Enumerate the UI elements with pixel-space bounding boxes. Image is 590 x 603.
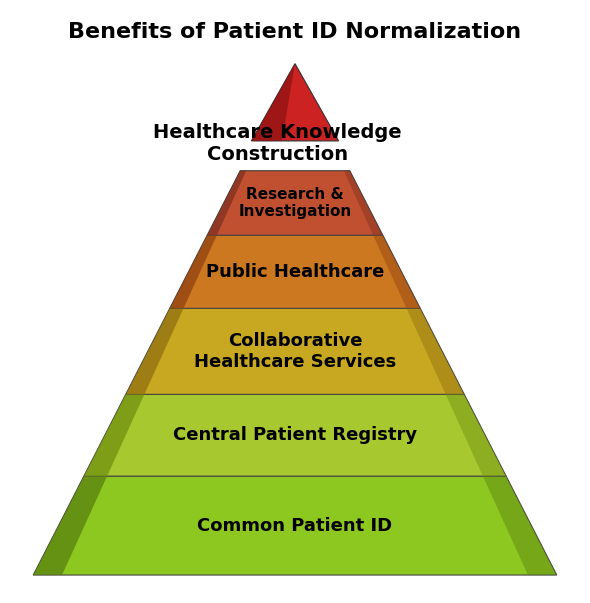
Polygon shape <box>207 171 246 235</box>
Polygon shape <box>170 235 420 308</box>
Polygon shape <box>84 394 506 476</box>
Polygon shape <box>483 476 557 575</box>
Polygon shape <box>84 394 145 476</box>
Polygon shape <box>373 235 420 308</box>
Text: Central Patient Registry: Central Patient Registry <box>173 426 417 444</box>
Polygon shape <box>207 171 383 235</box>
Polygon shape <box>445 394 506 476</box>
Text: Collaborative
Healthcare Services: Collaborative Healthcare Services <box>194 332 396 371</box>
Polygon shape <box>126 308 183 394</box>
Text: Common Patient ID: Common Patient ID <box>198 517 392 535</box>
Polygon shape <box>126 308 464 394</box>
Text: Healthcare Knowledge
Construction: Healthcare Knowledge Construction <box>153 124 402 165</box>
Polygon shape <box>344 171 383 235</box>
Polygon shape <box>170 235 217 308</box>
Polygon shape <box>251 64 339 141</box>
Text: Research &
Investigation: Research & Investigation <box>238 187 352 219</box>
Polygon shape <box>33 476 557 575</box>
Text: Benefits of Patient ID Normalization: Benefits of Patient ID Normalization <box>68 22 522 42</box>
Polygon shape <box>407 308 464 394</box>
Polygon shape <box>33 476 107 575</box>
Text: Public Healthcare: Public Healthcare <box>206 263 384 281</box>
Polygon shape <box>251 64 295 141</box>
